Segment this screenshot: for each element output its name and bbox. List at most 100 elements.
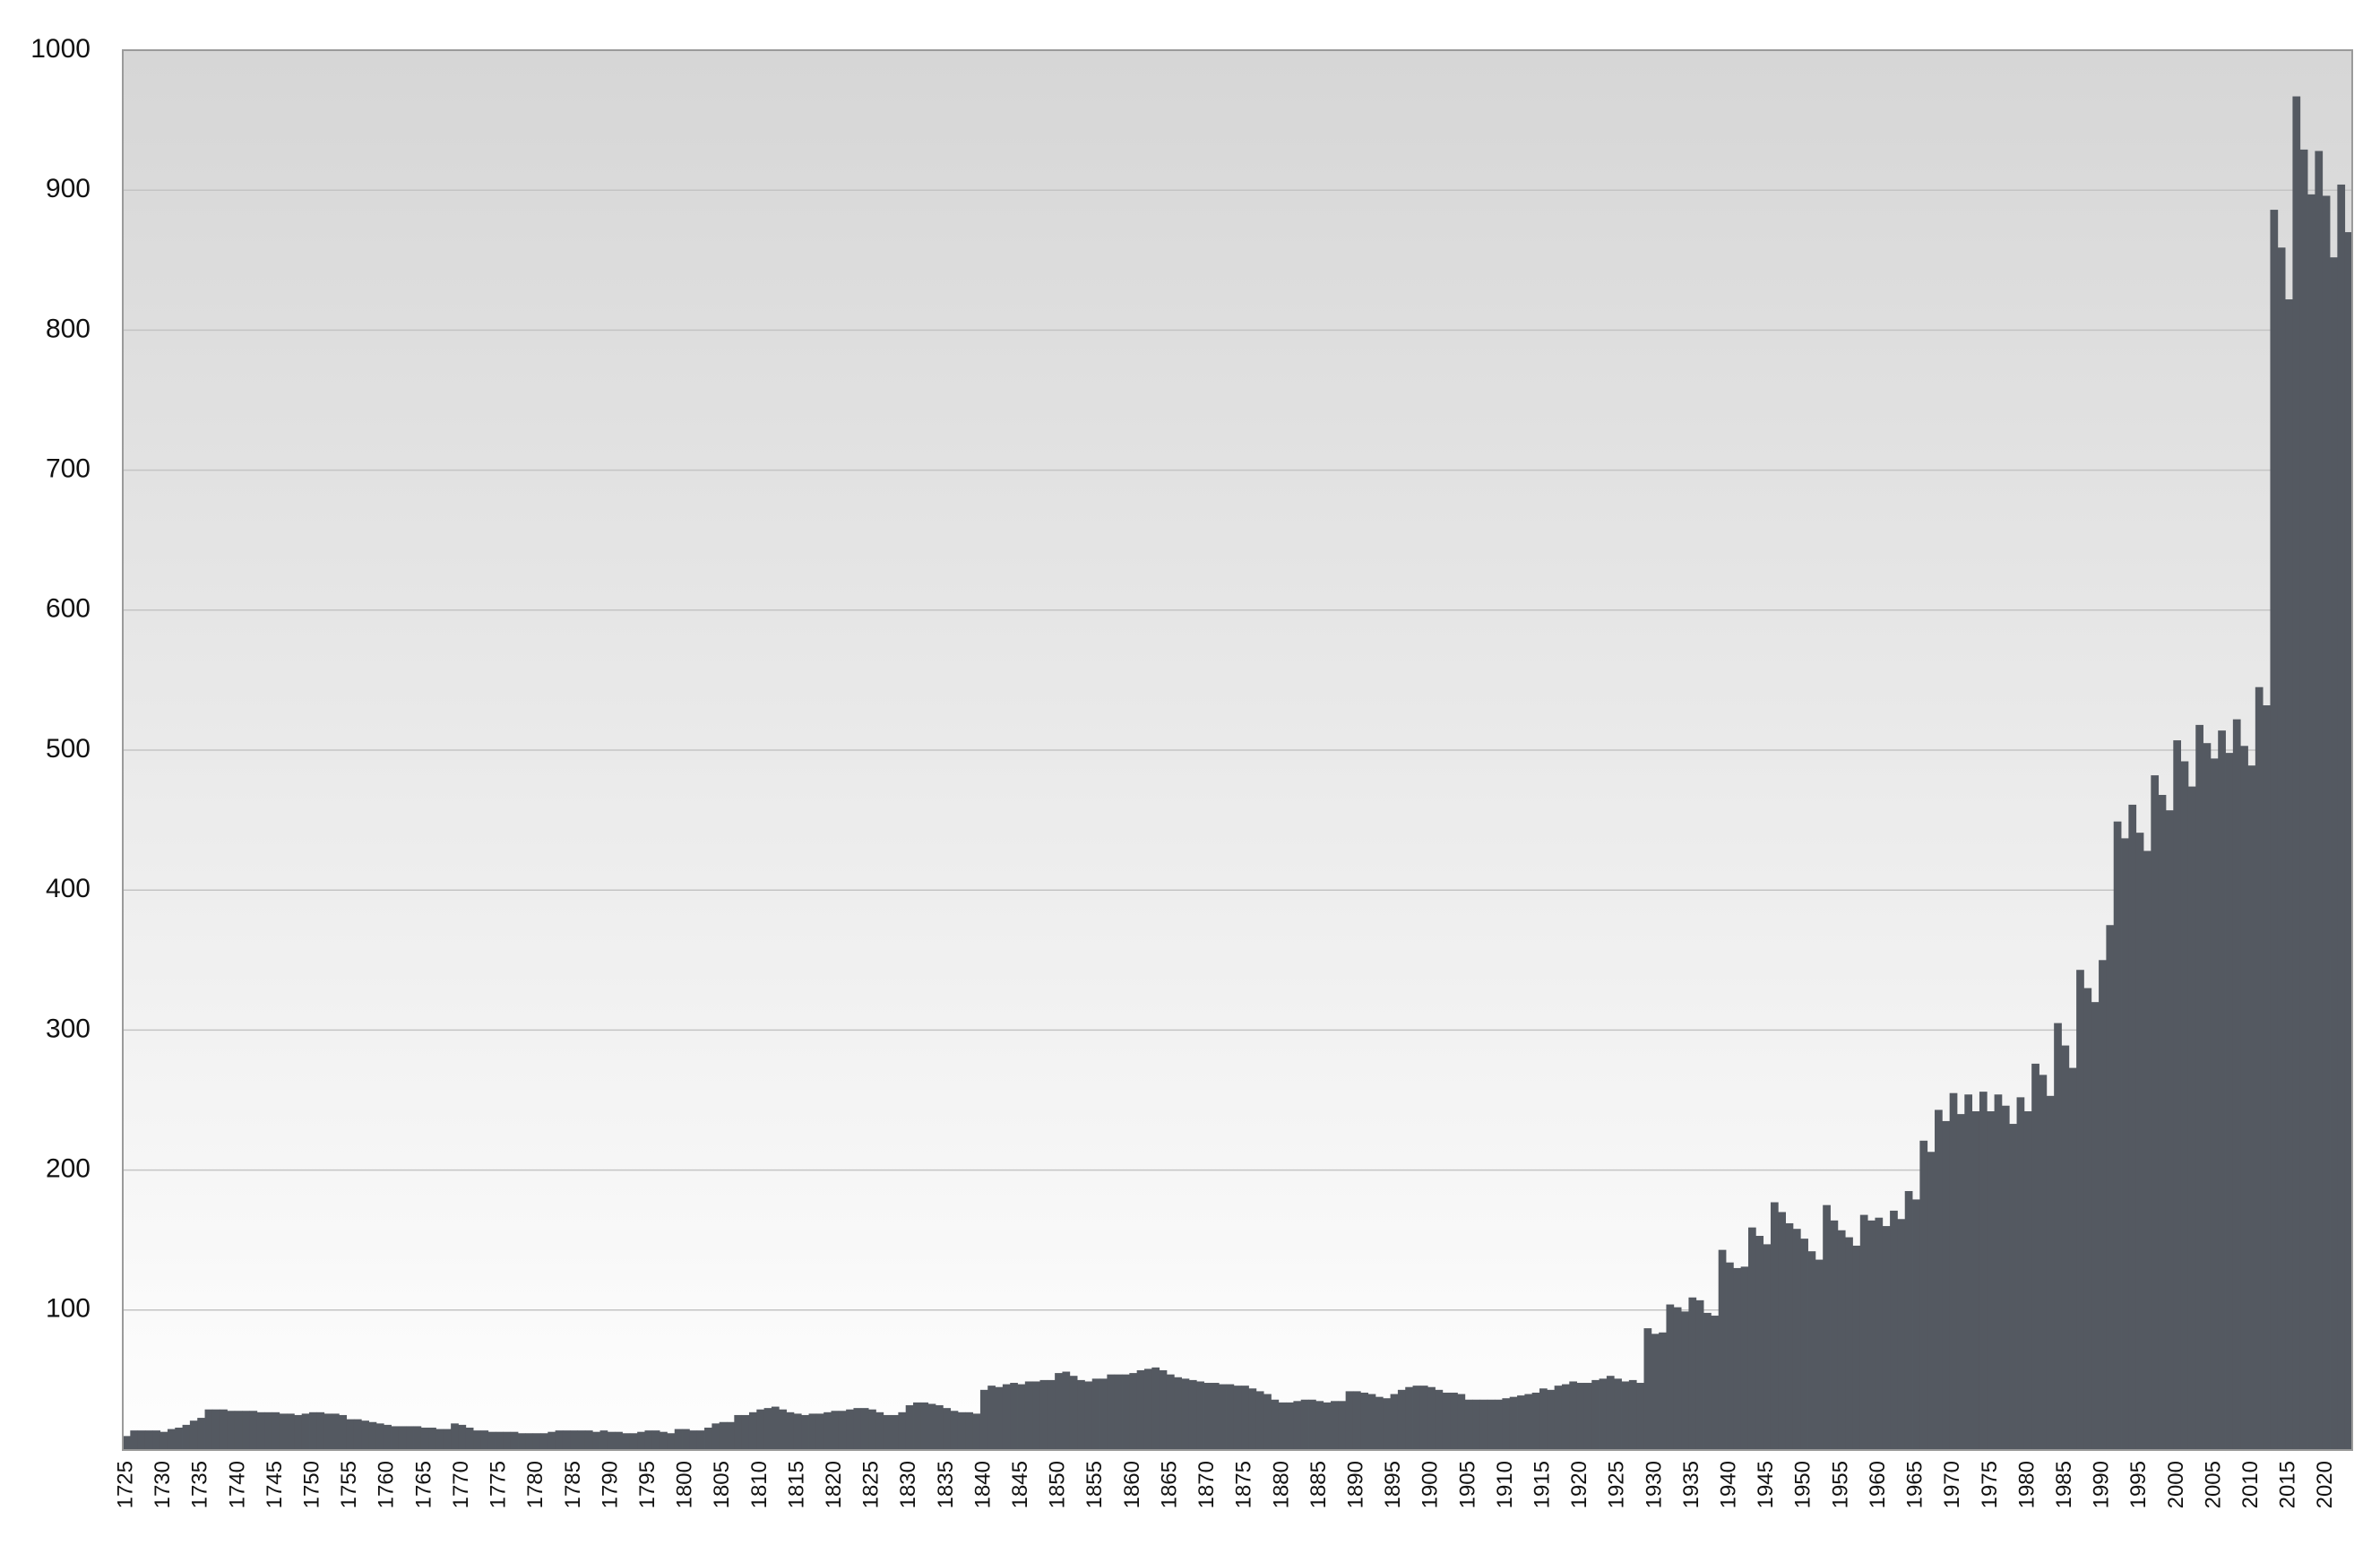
- x-tick-label: 1920: [1567, 1461, 1591, 1508]
- y-tick-label: 700: [46, 454, 91, 484]
- bar: [935, 1405, 944, 1450]
- bar: [1964, 1094, 1973, 1450]
- bar: [465, 1428, 474, 1450]
- bar: [756, 1409, 765, 1450]
- bar: [1800, 1239, 1808, 1450]
- bar: [2330, 257, 2338, 1450]
- bar: [1770, 1202, 1779, 1450]
- bar: [1875, 1217, 1884, 1450]
- bar: [2337, 184, 2346, 1450]
- bar: [182, 1424, 191, 1450]
- bar: [384, 1424, 392, 1450]
- bar: [323, 1413, 332, 1450]
- bar: [1531, 1392, 1540, 1450]
- x-tick-label: 1940: [1717, 1461, 1741, 1508]
- x-tick-label: 1950: [1791, 1461, 1815, 1508]
- bar: [1315, 1401, 1324, 1450]
- bar: [130, 1430, 139, 1450]
- bar: [175, 1428, 183, 1450]
- bar: [2039, 1075, 2048, 1450]
- bar: [660, 1431, 668, 1450]
- bar: [137, 1430, 146, 1450]
- x-tick-label: 1970: [1940, 1461, 1964, 1508]
- bar: [1487, 1399, 1496, 1450]
- bar: [2195, 724, 2203, 1450]
- bar: [771, 1406, 780, 1450]
- bar: [734, 1414, 743, 1450]
- bar: [2068, 1067, 2077, 1450]
- bar: [846, 1409, 854, 1450]
- x-tick-label: 1895: [1381, 1461, 1405, 1508]
- y-tick-label: 600: [46, 594, 91, 624]
- bar: [1785, 1222, 1794, 1450]
- bar: [1352, 1391, 1361, 1450]
- bar: [451, 1423, 459, 1450]
- bar: [674, 1429, 683, 1450]
- bar: [1666, 1304, 1675, 1450]
- bar: [1919, 1140, 1928, 1450]
- bar: [152, 1430, 161, 1450]
- bar: [1188, 1379, 1197, 1450]
- bar: [1211, 1383, 1220, 1450]
- bar: [1673, 1307, 1682, 1450]
- bar: [1241, 1386, 1249, 1450]
- x-tick-label: 2005: [2201, 1461, 2225, 1508]
- bar: [2016, 1097, 2025, 1450]
- bar: [1569, 1381, 1578, 1450]
- bar: [1792, 1229, 1801, 1450]
- bar: [622, 1433, 631, 1450]
- x-tick-label: 1945: [1754, 1461, 1778, 1508]
- bar: [2218, 730, 2226, 1450]
- bar: [2083, 988, 2092, 1450]
- bar: [1576, 1383, 1585, 1450]
- bar: [346, 1419, 355, 1450]
- bar: [1002, 1384, 1011, 1450]
- x-tick-label: 1825: [859, 1461, 884, 1508]
- bar: [2203, 743, 2212, 1450]
- bar: [1561, 1384, 1570, 1450]
- plot-border: [122, 49, 2353, 1451]
- bar: [2106, 925, 2115, 1450]
- bar: [1651, 1334, 1660, 1450]
- x-tick-label: 1910: [1493, 1461, 1517, 1508]
- bar: [2232, 719, 2241, 1450]
- bar: [2225, 753, 2234, 1450]
- bar: [1711, 1316, 1720, 1450]
- bar: [1956, 1114, 1965, 1450]
- y-tick-label: 200: [46, 1154, 91, 1184]
- bar: [2285, 299, 2293, 1450]
- y-tick-label: 900: [46, 174, 91, 203]
- bar: [868, 1409, 876, 1450]
- x-tick-label: 1755: [337, 1461, 361, 1508]
- bar: [1196, 1381, 1204, 1450]
- bar: [1338, 1401, 1347, 1450]
- x-tick-label: 1790: [598, 1461, 622, 1508]
- bar: [1994, 1094, 2003, 1450]
- bar: [294, 1414, 303, 1450]
- bar: [1010, 1383, 1018, 1450]
- bar: [637, 1431, 645, 1450]
- bar: [1069, 1376, 1078, 1450]
- bar: [2255, 686, 2264, 1450]
- bar: [1718, 1249, 1727, 1450]
- bar: [249, 1411, 258, 1450]
- x-tick-label: 1995: [2126, 1461, 2151, 1508]
- bar: [406, 1426, 414, 1450]
- bar: [808, 1413, 817, 1450]
- bar: [555, 1430, 564, 1450]
- bar: [361, 1420, 369, 1450]
- x-tick-label: 1860: [1120, 1461, 1144, 1508]
- bar: [1136, 1369, 1145, 1450]
- bar: [711, 1423, 720, 1450]
- bar: [353, 1419, 362, 1450]
- bar: [972, 1413, 981, 1450]
- x-tick-label: 1805: [710, 1461, 734, 1508]
- bar: [1547, 1389, 1556, 1450]
- x-tick-label: 1820: [822, 1461, 846, 1508]
- bar: [1539, 1388, 1548, 1450]
- bar: [2076, 970, 2084, 1450]
- bar: [1599, 1378, 1608, 1450]
- bar: [779, 1409, 787, 1450]
- x-tick-label: 1815: [784, 1461, 808, 1508]
- x-tick-label: 1775: [487, 1461, 511, 1508]
